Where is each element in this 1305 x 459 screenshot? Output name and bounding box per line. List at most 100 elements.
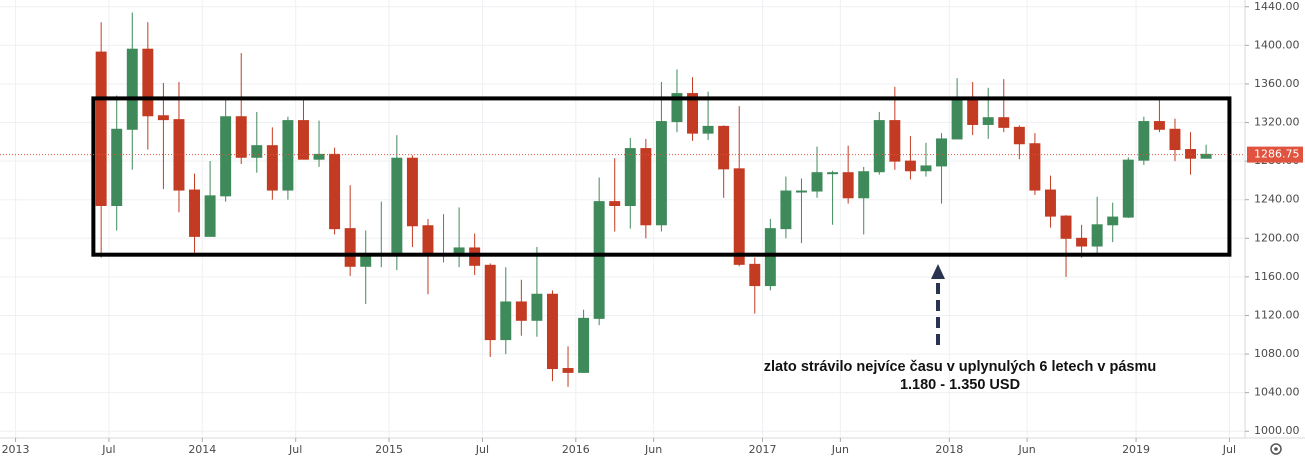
y-tick-label: 1040.00 [1254,386,1300,399]
candle-body [111,128,123,206]
candle-body [266,145,278,191]
candle-body [406,157,418,227]
candle-body [313,153,325,160]
candle-body [593,201,605,319]
last-price-label: 1286.75 [1254,148,1300,161]
candle-body [733,168,745,265]
y-tick-label: 1400.00 [1254,38,1300,51]
candle-body [422,225,434,256]
candle-body [500,301,512,341]
candle-body [235,116,247,158]
candle-body [531,293,543,321]
candle-body [609,201,621,206]
candle-body [391,157,403,255]
candle-body [780,190,792,230]
gear[interactable] [1270,443,1282,455]
candle-body [1153,121,1165,130]
candle-body [842,172,854,199]
grid [0,0,1245,438]
candle-body [297,120,309,160]
candle-body [702,125,714,134]
candle-body [220,116,232,197]
last-price-box [1247,146,1303,163]
candle-body [1029,143,1041,191]
candle-body [671,93,683,123]
candle-body [904,160,916,172]
x-tick-label: 2015 [375,443,403,456]
candle-body [344,228,356,267]
y-tick-label: 1240.00 [1254,193,1300,206]
candle-body [811,172,823,192]
gear-center[interactable] [1274,447,1278,451]
candle-body [484,264,496,341]
candle-body [546,293,558,370]
candle-body [998,117,1010,128]
x-tick-label: Jun [831,443,849,456]
candle-body [655,121,667,226]
candle-body [827,172,839,175]
y-tick-label: 1320.00 [1254,116,1300,129]
candle-body [251,145,263,158]
y-tick-label: 1080.00 [1254,347,1300,360]
candle-body [889,120,901,162]
candle-body [873,120,885,173]
candle-body [157,115,169,121]
y-tick-label: 1440.00 [1254,0,1300,13]
y-tick-label: 1160.00 [1254,270,1300,283]
candle-body [624,148,636,206]
candle-body [282,120,294,191]
x-tick-label: Jul [101,443,115,456]
y-tick-label: 1360.00 [1254,77,1300,90]
candle-body [562,368,574,373]
y-tick-label: 1000.00 [1254,424,1300,437]
candles [95,12,1212,387]
candle-body [329,153,341,230]
y-tick-label: 1120.00 [1254,308,1300,321]
candle-body [687,93,699,134]
candle-body [749,263,761,287]
x-tick-label: Jul [1222,443,1236,456]
x-tick-label: 2018 [935,443,963,456]
x-tick-label: Jul [288,443,302,456]
candle-body [640,148,652,226]
candle-body [1138,121,1150,161]
x-tick-label: 2014 [188,443,216,456]
x-tick-label: Jun [1018,443,1036,456]
candle-body [718,125,730,170]
candle-body [982,117,994,125]
candle-body [1060,215,1072,239]
candle-body [95,51,107,206]
x-tick-label: 2017 [749,443,777,456]
candle-body [1122,159,1134,218]
annotation: zlato strávilo nejvíce času v uplynulých… [764,359,1156,375]
candle-body [858,171,870,199]
candle-body [204,195,216,237]
candle-body [1076,237,1088,247]
candle-body [142,48,154,117]
candle-body [951,97,963,140]
candle-body [578,317,590,373]
annotation: 1.180 - 1.350 USD [900,377,1020,393]
candle-body [1185,149,1197,159]
candle-body [126,48,138,130]
candle-body [795,190,807,193]
x-tick-label: 2016 [562,443,590,456]
x-tick-label: 2019 [1122,443,1150,456]
settings-icon[interactable] [1270,443,1282,455]
candle-body [1091,224,1103,247]
candle-body [936,138,948,167]
candle-body [515,301,527,321]
x-tick-label: Jun [644,443,662,456]
x-tick-label: Jul [475,443,489,456]
candle-body [1169,128,1181,151]
x-tick-label: 2013 [2,443,30,456]
candle-body [764,228,776,287]
candle-body [189,189,201,237]
y-tick-label: 1200.00 [1254,231,1300,244]
candle-body [1107,216,1119,226]
range-band [91,96,1232,257]
candle-body [920,165,932,172]
candle-body [1013,126,1025,145]
arrow-head [931,264,945,279]
